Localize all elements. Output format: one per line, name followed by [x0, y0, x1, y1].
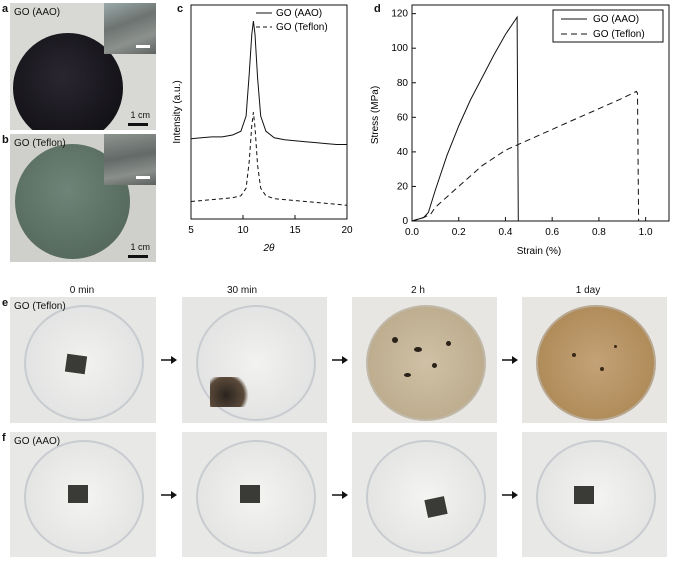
sample-label-e: GO (Teflon) [14, 301, 66, 312]
xrd-y-axis-label: Intensity (a.u.) [172, 80, 183, 143]
stress-strain-legend-label-go-teflon: GO (Teflon) [593, 29, 645, 40]
stress-strain-x-tick-label: 0.6 [545, 227, 559, 238]
arrow-right-icon [332, 491, 348, 499]
scale-bar-b [128, 255, 148, 258]
xrd-x-tick-label: 20 [341, 225, 353, 236]
arrow-right-icon [502, 356, 518, 364]
stress-strain-x-axis-label: Strain (%) [517, 246, 561, 257]
disintegrated-film [210, 377, 250, 407]
photo-e-2h [352, 297, 497, 423]
xrd-series-go-teflon [190, 112, 348, 206]
film-piece [574, 486, 594, 504]
film-fragment [392, 337, 398, 343]
xrd-x-axis-label: 2θ [263, 243, 276, 254]
film-fragment [446, 341, 451, 346]
photo-f-2h [352, 432, 497, 557]
stress-strain-y-tick-label: 120 [391, 9, 408, 20]
film-piece [240, 485, 260, 503]
time-label-0: 0 min [69, 285, 95, 296]
inset-scale-bar-b [136, 176, 150, 179]
stress-strain-y-tick-label: 20 [397, 181, 409, 192]
time-label-1: 30 min [226, 285, 257, 296]
time-label-2: 2 h [411, 285, 425, 296]
stress-strain-series-go-teflon [411, 90, 640, 222]
sample-label-f: GO (AAO) [14, 436, 61, 447]
stress-strain-x-tick-label: 1.0 [639, 227, 653, 238]
xrd-x-tick-label: 10 [237, 225, 249, 236]
stress-strain-x-tick-label: 0.8 [592, 227, 606, 238]
film-fragment [600, 367, 604, 371]
stress-strain-y-tick-label: 60 [397, 112, 409, 123]
arrow-right-icon [161, 356, 177, 364]
scale-text-b: 1 cm [130, 242, 150, 252]
photo-go-teflon-film: GO (Teflon) 1 cm [10, 134, 156, 262]
xrd-legend-label-go-teflon: GO (Teflon) [276, 22, 328, 33]
stress-strain-legend: GO (AAO) GO (Teflon) [552, 9, 664, 43]
photo-e-1day [522, 297, 667, 423]
film-fragment [572, 353, 576, 357]
photo-f-1day [522, 432, 667, 557]
film-piece [64, 353, 88, 375]
stress-strain-y-tick-label: 80 [397, 78, 409, 89]
photo-f-0min: GO (AAO) [10, 432, 156, 557]
panel-letter-e: e [2, 297, 9, 309]
scale-bar-a [128, 123, 148, 126]
film-fragment [614, 345, 617, 348]
stress-strain-series-go-aao [411, 15, 519, 222]
arrow-right-icon [332, 356, 348, 364]
arrow-right-icon [161, 491, 177, 499]
panel-letter-c: c [177, 3, 184, 15]
sem-inset-b [104, 134, 156, 185]
sample-label-a: GO (AAO) [14, 7, 61, 18]
petri-dish-dispersed [536, 305, 656, 421]
stress-strain-x-tick-label: 0.4 [499, 227, 513, 238]
photo-e-0min: GO (Teflon) [10, 297, 156, 423]
xrd-plot-frame [190, 4, 348, 220]
time-label-3: 1 day [575, 285, 601, 296]
xrd-legend-label-go-aao: GO (AAO) [276, 8, 322, 19]
stress-strain-y-tick-label: 40 [397, 147, 409, 158]
petri-dish [366, 440, 486, 554]
panel-letter-d: d [374, 3, 381, 15]
petri-dish-dispersed [366, 305, 486, 421]
photo-go-aao-film: GO (AAO) 1 cm [10, 3, 156, 130]
xrd-series-go-aao [190, 20, 347, 145]
sample-label-b: GO (Teflon) [14, 138, 66, 149]
film-fragment [414, 347, 422, 352]
stress-strain-y-tick-label: 100 [391, 43, 408, 54]
film-fragment [404, 373, 411, 377]
inset-scale-bar-a [136, 45, 150, 48]
petri-dish [536, 440, 656, 554]
xrd-legend: GO (AAO) GO (Teflon) [256, 8, 328, 33]
panel-letter-b: b [2, 134, 9, 146]
panel-letter-f: f [2, 432, 6, 444]
arrow-right-icon [502, 491, 518, 499]
xrd-x-tick-label: 5 [188, 225, 194, 236]
panel-letter-a: a [2, 3, 9, 15]
photo-f-30min [182, 432, 327, 557]
stress-strain-legend-box [552, 9, 664, 43]
stress-strain-x-tick-label: 0.0 [405, 227, 419, 238]
scale-text-a: 1 cm [130, 110, 150, 120]
xrd-chart: 5 10 15 20 Intensity (a.u.) 2θ GO (AAO) GO … [172, 4, 353, 254]
photo-e-30min [182, 297, 327, 423]
stress-strain-x-tick-label: 0.2 [452, 227, 466, 238]
film-piece [68, 485, 88, 503]
xrd-x-tick-label: 15 [289, 225, 301, 236]
stress-strain-plot-frame [411, 4, 670, 222]
stress-strain-y-axis-label: Stress (MPa) [370, 86, 381, 144]
stress-strain-chart: 0.0 0.2 0.4 0.6 0.8 1.0 0 20 40 60 80 100 120 Stress… [370, 4, 670, 257]
film-fragment [432, 363, 437, 368]
stress-strain-legend-label-go-aao: GO (AAO) [593, 14, 639, 25]
stress-strain-y-tick-label: 0 [402, 216, 408, 227]
sem-inset-a [104, 3, 156, 54]
